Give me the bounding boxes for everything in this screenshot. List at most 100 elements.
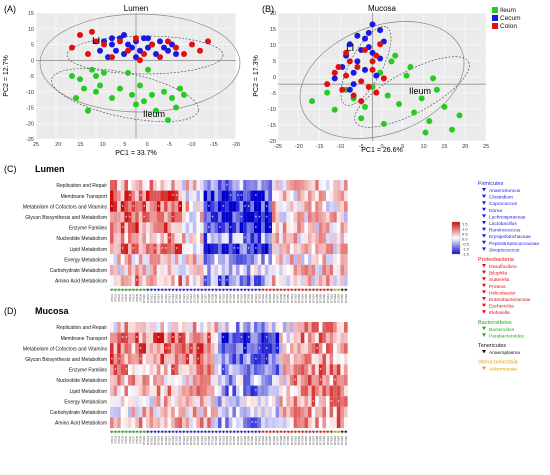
- c-heat-cell: [272, 264, 276, 276]
- d-heat-cell: [329, 322, 334, 333]
- d-column-label: OTU61: [326, 436, 330, 445]
- d-heat-cell: [333, 417, 337, 429]
- d-heat-cell: [200, 353, 204, 365]
- d-heat-cell: [120, 385, 125, 397]
- c-heat-cell: [326, 222, 330, 234]
- d-heat-cell: [239, 406, 244, 418]
- c-heat-cell: [336, 190, 341, 202]
- c-heat-cell: [182, 243, 186, 255]
- c-row-label: Carbohydrate Metabolism: [50, 268, 107, 274]
- d-heat-cell: [185, 332, 190, 344]
- c-heat-cell: [174, 201, 179, 212]
- c-heat-cell: [149, 211, 154, 223]
- c-heat-cell: [297, 180, 301, 191]
- c-heat-cell: [218, 243, 222, 255]
- c-heat-cell: [225, 275, 229, 287]
- c-heat-cell: [178, 233, 183, 244]
- c-heat-cell: [124, 275, 129, 287]
- d-heat-cell: [290, 375, 294, 386]
- d-heat-cell: [326, 375, 330, 386]
- d-taxon-marker: [153, 430, 157, 434]
- a-point-ileum: [181, 91, 187, 98]
- c-heat-cell: [290, 180, 294, 191]
- taxa-legend-marker: [482, 214, 486, 218]
- d-taxon-marker: [265, 430, 268, 434]
- c-heat-cell: [315, 222, 319, 234]
- c-heat-cell: [254, 190, 258, 202]
- c-heat-cell: [318, 201, 323, 212]
- d-taxon-marker: [114, 430, 117, 434]
- taxa-legend-marker: [482, 283, 486, 288]
- d-heat-cell: [236, 385, 240, 397]
- c-heat-cell: [153, 201, 157, 212]
- c-taxon-marker: [128, 288, 132, 292]
- d-heat-cell: [268, 364, 273, 376]
- d-signif-star: *: [158, 336, 160, 342]
- d-heat-cell: [117, 353, 121, 365]
- d-heat-cell: [200, 332, 204, 344]
- c-heat-cell: [149, 275, 154, 287]
- d-heat-cell: [138, 406, 143, 418]
- c-heat-cell: [243, 275, 247, 287]
- c-heat-cell: [221, 201, 226, 212]
- a-xtick-label: -20: [232, 142, 240, 148]
- d-heat-cell: [315, 396, 319, 407]
- c-heat-cell: [232, 233, 237, 244]
- d-heat-cell: [142, 375, 147, 386]
- d-heat-cell: [282, 406, 287, 418]
- d-heat-cell: [174, 417, 179, 429]
- c-signif-star: *: [143, 205, 145, 211]
- d-heat-cell: [192, 322, 197, 333]
- d-heat-cell: [196, 375, 201, 386]
- d-heat-cell: [297, 322, 301, 333]
- c-heat-cell: [282, 275, 287, 287]
- c-heat-cell: [214, 233, 219, 244]
- c-heat-cell: [131, 264, 136, 276]
- c-heat-cell: [178, 180, 183, 191]
- c-signif-star: *: [237, 247, 239, 253]
- c-heat-cell: [196, 243, 201, 255]
- d-signif-star: *: [334, 379, 336, 385]
- d-heat-cell: [207, 417, 211, 429]
- c-column-label: OTU8: [135, 294, 139, 302]
- d-heat-cell: [243, 417, 247, 429]
- b-point-colon: [350, 92, 357, 99]
- c-heat-cell: [185, 190, 190, 202]
- c-heat-cell: [290, 211, 294, 223]
- d-heat-cell: [300, 396, 305, 407]
- c-heat-cell: [257, 233, 262, 244]
- c-heat-cell: [185, 201, 190, 212]
- panel-d-title: Mucosa: [35, 306, 70, 316]
- d-heat-cell: [153, 322, 157, 333]
- d-heat-cell: [113, 322, 118, 333]
- c-signif-star: *: [179, 205, 181, 211]
- c-heat-cell: [113, 211, 118, 223]
- d-heat-cell: [135, 406, 139, 418]
- b-point-ileum: [448, 126, 455, 133]
- c-heat-cell: [246, 201, 251, 212]
- c-heat-cell: [272, 275, 276, 287]
- a-point-cecum: [165, 47, 171, 54]
- d-signif-star: *: [312, 400, 314, 406]
- c-heat-cell: [146, 201, 150, 212]
- c-heat-cell: [246, 264, 251, 276]
- c-column-label: OTU48: [279, 294, 283, 303]
- b-xtick-label: 10: [421, 144, 427, 150]
- c-heat-cell: [311, 254, 316, 265]
- d-column-label: OTU21: [182, 436, 186, 445]
- c-heat-cell: [264, 264, 269, 276]
- d-heat-cell: [344, 375, 348, 386]
- d-heat-cell: [304, 406, 309, 418]
- c-heat-cell: [210, 264, 215, 276]
- d-heat-cell: [336, 417, 341, 429]
- c-column-label: OTU53: [297, 294, 301, 303]
- d-heat-cell: [293, 385, 298, 397]
- d-heat-cell: [153, 417, 157, 429]
- d-row-label: Glycan Biosynthesis and Metabolism: [25, 357, 107, 363]
- c-heat-cell: [156, 211, 161, 223]
- d-heat-cell: [149, 385, 154, 397]
- d-column-label: OTU17: [167, 436, 171, 445]
- c-heat-cell: [272, 201, 276, 212]
- c-heat-cell: [160, 254, 165, 265]
- c-heat-cell: [131, 233, 136, 244]
